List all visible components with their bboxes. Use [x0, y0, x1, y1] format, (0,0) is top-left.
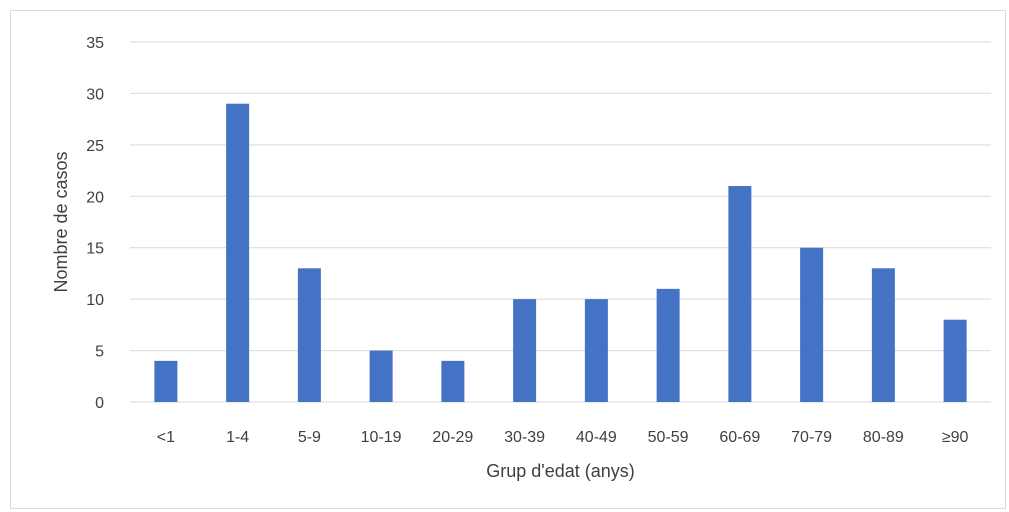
y-tick-label: 15 [86, 241, 104, 258]
bar-1 [154, 360, 178, 402]
x-tick-label: ≥90 [942, 429, 969, 446]
x-tick-label: 30-39 [504, 429, 545, 446]
y-tick-label: 30 [86, 86, 104, 103]
y-axis-title: Nombre de casos [51, 151, 71, 292]
x-tick-label: 50-59 [648, 429, 689, 446]
x-tick-label: 1-4 [226, 429, 249, 446]
x-tick-label: 80-89 [863, 429, 904, 446]
bar-7 [584, 299, 608, 402]
x-tick-label: <1 [157, 429, 175, 446]
y-tick-label: 5 [95, 344, 104, 361]
x-axis-title: Grup d'edat (anys) [486, 461, 635, 481]
x-tick-label: 10-19 [361, 429, 402, 446]
bar-2 [226, 103, 250, 402]
bar-6 [513, 299, 537, 402]
x-tick-label: 70-79 [791, 429, 832, 446]
x-tick-label: 5-9 [298, 429, 321, 446]
x-tick-label: 20-29 [432, 429, 473, 446]
bar-5 [441, 360, 465, 402]
bar-12 [943, 319, 967, 402]
x-axis-tick-labels: <1 1-4 5-9 10-19 20-29 30-39 40-49 50-59 60-69 70… [157, 429, 969, 446]
bar-11 [871, 268, 895, 402]
x-tick-label: 40-49 [576, 429, 617, 446]
bar-10 [800, 247, 824, 402]
y-tick-label: 25 [86, 138, 104, 155]
gridlines [130, 41, 991, 403]
y-tick-label: 35 [86, 35, 104, 52]
x-tick-label: 60-69 [719, 429, 760, 446]
bar-8 [656, 288, 680, 402]
y-tick-label: 20 [86, 189, 104, 206]
bar-3 [297, 268, 321, 402]
y-tick-label: 10 [86, 292, 104, 309]
bar-9 [728, 186, 752, 402]
y-axis-tick-labels: 0 5 10 15 20 25 30 35 [86, 35, 104, 412]
y-tick-label: 0 [95, 395, 104, 412]
bar-4 [369, 350, 393, 402]
bars [154, 103, 967, 402]
